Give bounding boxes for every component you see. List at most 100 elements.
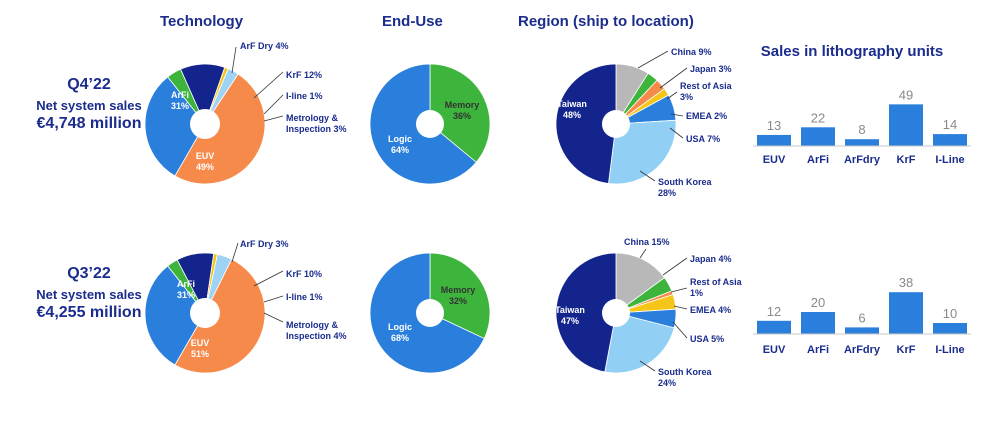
- q3-sales-label: Net system sales: [36, 287, 142, 302]
- q3-region-label-taiwan: Taiwan 47%: [555, 305, 585, 326]
- q4-enduse-center-hole: [416, 110, 444, 138]
- q3-enduse-label-memory: Memory 32%: [441, 285, 476, 306]
- q3-region-label-rest-of-asia: Rest of Asia 1%: [690, 277, 743, 298]
- q3-enduse-pie: Memory 32% Logic 68%: [369, 252, 491, 374]
- q4-technology-pie: EUV 49% ArFi 31% ArF Dry 4% KrF 12% I-line 1% M…: [144, 41, 347, 185]
- q4-region-label-emea: EMEA 2%: [686, 111, 727, 121]
- q3-quarter-label: Q3’22: [67, 265, 111, 282]
- q4-enduse-label-logic: Logic 64%: [388, 134, 412, 155]
- q4-litho-category-i-line: I-Line: [935, 154, 964, 166]
- q3-technology-slice-euv: [174, 258, 266, 374]
- q4-enduse-pie: Memory 36% Logic 64%: [369, 63, 491, 185]
- q4-region-label-south-korea: South Korea 28%: [658, 177, 712, 198]
- q4-region-label-rest-of-asia: Rest of Asia 3%: [680, 81, 733, 102]
- q3-litho-value-euv: 12: [767, 304, 781, 319]
- q3-litho-bar-krf: [889, 292, 923, 334]
- q3-region-leader-rest-of-asia: [670, 287, 688, 293]
- q4-region-slice-taiwan: [555, 63, 617, 184]
- region-header: Region (ship to location): [518, 13, 694, 30]
- q4-region-leader-china: [637, 50, 669, 69]
- q3-region-pie: China 15% Japan 4% Rest of Asia 1% EMEA 4% US…: [555, 237, 743, 388]
- q3-litho-bar-euv: [757, 320, 791, 334]
- q3-enduse-slice-memory: [429, 252, 491, 340]
- q4-summary: Q4’22 Net system sales €4,748 million: [4, 76, 174, 133]
- q3-technology-label-euv: EUV 51%: [191, 338, 210, 359]
- q3-technology-pie: EUV 51% ArFi 31% ArF Dry 3% KrF 10% I-line 1% M…: [144, 239, 347, 374]
- q3-region-slice-taiwan: [555, 252, 617, 373]
- q3-region-label-japan: Japan 4%: [690, 254, 732, 264]
- q4-region-label-taiwan: Taiwan 48%: [557, 99, 587, 120]
- q4-region-leader-japan: [659, 67, 688, 89]
- q4-quarter-label: Q4’22: [67, 76, 111, 93]
- q3-technology-leader-krf: [253, 270, 284, 287]
- q4-litho-bar-arfdry: [845, 139, 879, 146]
- q3-technology-label-krf: KrF 10%: [286, 269, 322, 279]
- q4-technology-leader-krf: [253, 71, 284, 99]
- q4-region-leader-emea: [670, 113, 684, 117]
- q3-region-leader-japan: [662, 257, 688, 276]
- q3-litho-value-i-line: 10: [943, 306, 957, 321]
- q3-litho-category-euv: EUV: [763, 344, 786, 356]
- q4-litho-bar-arfi: [801, 127, 835, 146]
- q4-region-label-usa: USA 7%: [686, 134, 720, 144]
- q4-technology-leader-arf-dry: [231, 46, 237, 74]
- q3-enduse-center-hole: [416, 299, 444, 327]
- q3-technology-leader-i-line: [263, 295, 284, 303]
- q3-litho-bar-arfi: [801, 312, 835, 334]
- q3-litho-category-arfdry: ArFdry: [844, 344, 881, 356]
- q4-region-leader-rest-of-asia: [666, 91, 678, 100]
- q4-technology-leader-i-line: [263, 94, 284, 115]
- q4-litho-category-krf: KrF: [897, 154, 916, 166]
- q3-technology-label-arf-dry: ArF Dry 3%: [240, 239, 289, 249]
- q3-litho-bar-arfdry: [845, 327, 879, 334]
- q4-technology-slice-euv: [174, 73, 266, 185]
- q4-region-leader-south-korea: [639, 170, 656, 182]
- technology-header: Technology: [160, 13, 244, 30]
- q3-region-leader-china: [639, 248, 647, 259]
- q4-litho-value-euv: 13: [767, 118, 781, 133]
- q3-region-label-emea: EMEA 4%: [690, 305, 731, 315]
- q4-litho-value-i-line: 14: [943, 117, 957, 132]
- q4-region-leader-usa: [669, 127, 684, 139]
- q3-litho-value-arfdry: 6: [858, 310, 865, 325]
- q4-litho-value-arfdry: 8: [858, 122, 865, 137]
- q4-technology-label-arf-dry: ArF Dry 4%: [240, 41, 289, 51]
- q3-summary: Q3’22 Net system sales €4,255 million: [4, 265, 174, 322]
- q3-litho-value-krf: 38: [899, 275, 913, 290]
- q4-technology-center-hole: [190, 109, 220, 139]
- q3-technology-slice-arfi: [144, 265, 206, 366]
- q4-litho-category-euv: EUV: [763, 154, 786, 166]
- q4-technology-slice-arfi: [144, 76, 206, 177]
- q3-technology-center-hole: [190, 298, 220, 328]
- q3-enduse-label-logic: Logic 68%: [388, 322, 412, 343]
- q4-technology-label-metrology-inspection: Metrology & Inspection 3%: [286, 113, 347, 134]
- q3-litho-category-i-line: I-Line: [935, 344, 964, 356]
- q3-region-center-hole: [602, 299, 630, 327]
- q4-technology-label-euv: EUV 49%: [196, 151, 215, 172]
- q4-technology-leader-metrology-inspection: [263, 115, 284, 122]
- q4-litho-bar-chart: 13 EUV 22 ArFi 8 ArFdry 49 KrF 14 I-Line: [753, 87, 971, 166]
- q4-litho-bar-i-line: [933, 134, 967, 146]
- q3-region-label-south-korea: South Korea 24%: [658, 367, 712, 388]
- q4-sales-value: €4,748 million: [36, 115, 142, 132]
- q4-litho-value-arfi: 22: [811, 110, 825, 125]
- q4-technology-label-i-line: I-line 1%: [286, 91, 323, 101]
- q3-region-label-usa: USA 5%: [690, 334, 724, 344]
- q3-sales-value: €4,255 million: [36, 304, 142, 321]
- q4-region-slice-south-korea: [608, 119, 677, 185]
- q4-technology-label-krf: KrF 12%: [286, 70, 322, 80]
- q4-litho-value-krf: 49: [899, 87, 913, 102]
- q3-litho-value-arfi: 20: [811, 295, 825, 310]
- q4-enduse-slice-memory: [429, 63, 491, 163]
- q4-region-pie: China 9% Japan 3% Rest of Asia 3% EMEA 2% USA…: [555, 47, 733, 198]
- q3-region-label-china: China 15%: [624, 237, 670, 247]
- q3-technology-leader-arf-dry: [231, 242, 239, 263]
- q3-region-slice-south-korea: [604, 312, 675, 374]
- q4-enduse-label-memory: Memory 36%: [445, 100, 480, 121]
- q4-litho-bar-krf: [889, 104, 923, 146]
- q3-region-leader-emea: [673, 305, 688, 310]
- q3-litho-category-krf: KrF: [897, 344, 916, 356]
- q4-region-label-japan: Japan 3%: [690, 64, 732, 74]
- end-use-header: End-Use: [382, 13, 443, 30]
- q3-region-leader-south-korea: [639, 360, 656, 372]
